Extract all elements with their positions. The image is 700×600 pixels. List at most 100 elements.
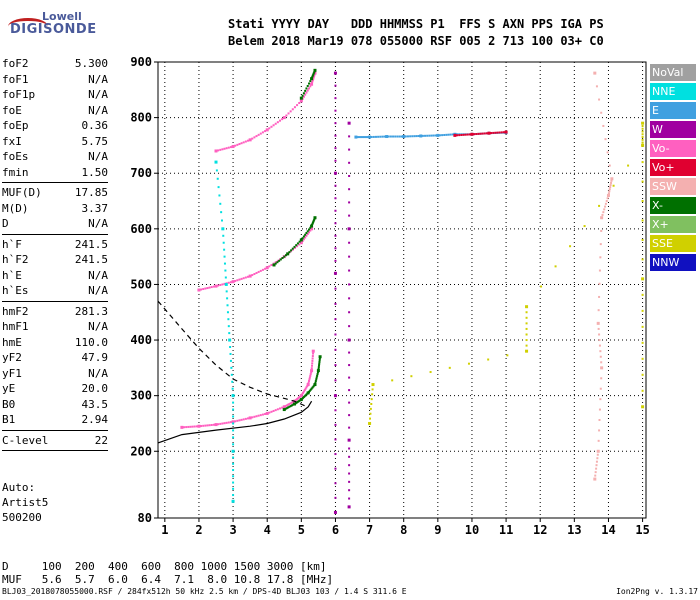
echo-point <box>445 133 448 136</box>
param-row: fxI 5.75 <box>2 134 108 150</box>
logo-swoosh <box>8 18 48 35</box>
echo-point <box>492 131 495 134</box>
echo-point <box>274 122 277 125</box>
echo-point <box>598 408 601 411</box>
legend-entry: E <box>650 102 696 119</box>
echo-point <box>284 407 287 410</box>
echo-point <box>525 344 528 347</box>
echo-point <box>466 133 469 136</box>
echo-point <box>312 76 315 79</box>
echo-point <box>606 197 609 200</box>
param-separator <box>2 300 108 302</box>
echo-point <box>206 424 209 427</box>
echo-point <box>365 136 368 139</box>
echo-point <box>316 373 319 376</box>
echo-point <box>279 407 281 410</box>
x-tick-label: 5 <box>298 523 305 537</box>
echo-point <box>605 200 608 203</box>
echo-point <box>311 355 314 358</box>
footer-version: Ion2Png v. 1.3.17 <box>616 587 698 596</box>
echo-point <box>348 389 351 392</box>
echo-point <box>525 339 528 342</box>
echo-point <box>217 149 220 152</box>
echo-point <box>334 496 337 499</box>
echo-point <box>430 134 433 137</box>
echo-point <box>289 405 292 408</box>
echo-point <box>303 389 306 392</box>
echo-point <box>270 410 273 413</box>
echo-point <box>281 118 284 121</box>
echo-point <box>299 99 303 103</box>
echo-point <box>348 414 351 417</box>
param-name: yF1 <box>2 366 22 380</box>
echo-point <box>227 281 230 284</box>
echo-point <box>284 405 287 408</box>
echo-point <box>596 449 600 453</box>
x-tick-label: 2 <box>195 523 202 537</box>
echo-point <box>348 297 351 300</box>
echo-point <box>274 409 277 412</box>
echo-point <box>265 266 269 270</box>
echo-point <box>206 287 209 290</box>
param-value: 2.94 <box>81 413 109 426</box>
echo-point <box>490 132 493 135</box>
echo-point <box>287 112 290 115</box>
echo-point <box>309 388 312 391</box>
echo-point <box>334 302 337 305</box>
y-tick-label: 600 <box>130 222 152 236</box>
echo-point <box>210 286 213 289</box>
echo-point <box>221 283 224 286</box>
echo-point <box>204 424 207 427</box>
echo-point <box>348 255 351 258</box>
echo-point <box>264 267 267 270</box>
echo-point <box>208 286 211 289</box>
echo-point <box>305 91 308 94</box>
echo-point <box>404 135 407 138</box>
echo-point <box>193 425 196 428</box>
echo-point <box>596 453 599 456</box>
echo-point <box>487 131 491 135</box>
echo-point <box>313 74 316 77</box>
echo-point <box>599 398 602 401</box>
param-name: yE <box>2 382 16 395</box>
echo-point <box>298 243 301 246</box>
echo-point <box>368 421 372 425</box>
echo-point <box>370 398 373 401</box>
echo-point <box>334 364 337 367</box>
echo-point <box>287 403 290 406</box>
echo-point <box>227 318 230 321</box>
echo-point <box>278 259 281 262</box>
x-tick-label: 11 <box>499 523 513 537</box>
echo-point <box>370 136 373 139</box>
echo-point <box>247 275 250 278</box>
y-tick-label: 80 <box>138 511 152 525</box>
echo-point <box>231 145 235 149</box>
echo-point <box>363 136 366 139</box>
echo-point <box>305 87 308 90</box>
echo-point <box>309 374 312 377</box>
echo-point <box>600 361 603 364</box>
echo-point <box>227 146 230 149</box>
echo-point <box>312 219 315 222</box>
echo-point <box>316 374 319 377</box>
echo-point <box>485 132 488 135</box>
y-tick-label: 400 <box>130 333 152 347</box>
echo-point <box>387 135 390 138</box>
echo-point <box>185 426 188 429</box>
echo-point <box>598 333 601 336</box>
echo-point <box>599 350 602 353</box>
param-value: 47.9 <box>81 351 109 364</box>
echo-point <box>348 455 351 458</box>
echo-point <box>348 214 351 217</box>
echo-point <box>641 389 644 392</box>
echo-point <box>641 325 644 328</box>
echo-point <box>371 393 374 396</box>
echo-point <box>242 141 245 144</box>
echo-point <box>415 135 418 138</box>
echo-point <box>288 405 291 408</box>
echo-point <box>248 416 252 420</box>
echo-point <box>310 371 313 374</box>
echo-point <box>232 487 235 490</box>
x-tick-label: 14 <box>601 523 615 537</box>
echo-point <box>308 87 311 90</box>
